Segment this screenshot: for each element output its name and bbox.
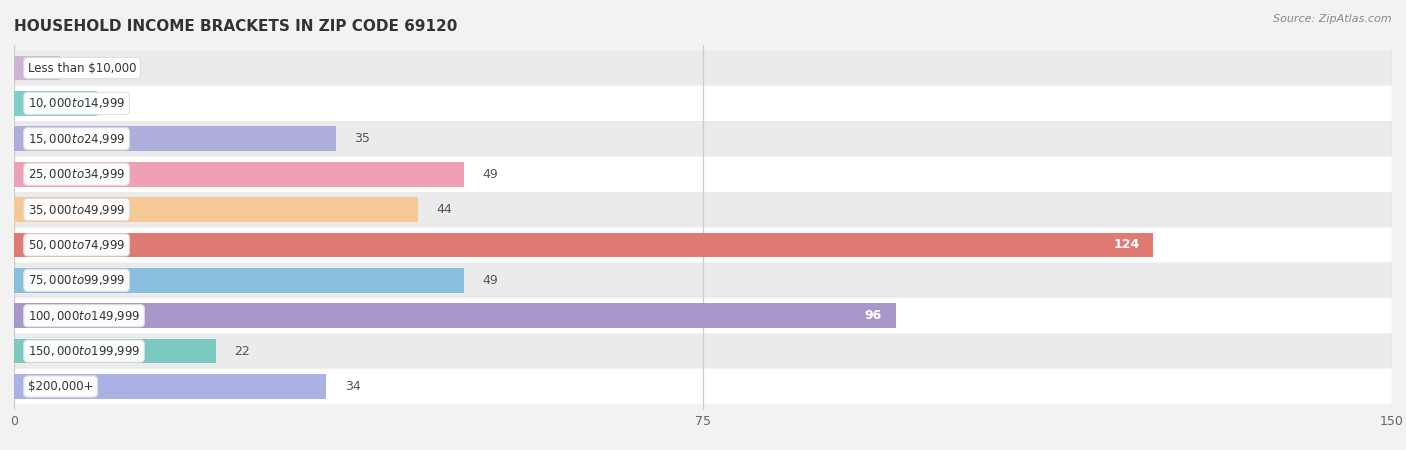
Text: $10,000 to $14,999: $10,000 to $14,999 (28, 96, 125, 110)
Text: $100,000 to $149,999: $100,000 to $149,999 (28, 309, 141, 323)
Bar (14, 56, 60, 81)
Bar (14, 197, 418, 222)
Bar (14, 369, 1392, 404)
Text: $25,000 to $34,999: $25,000 to $34,999 (28, 167, 125, 181)
Text: 5: 5 (79, 62, 86, 75)
Text: 22: 22 (235, 345, 250, 358)
Text: $75,000 to $99,999: $75,000 to $99,999 (28, 273, 125, 288)
Text: HOUSEHOLD INCOME BRACKETS IN ZIP CODE 69120: HOUSEHOLD INCOME BRACKETS IN ZIP CODE 69… (14, 19, 457, 34)
Bar (14, 91, 97, 116)
Text: 124: 124 (1114, 238, 1139, 252)
Text: 49: 49 (482, 274, 498, 287)
Bar (14, 298, 1392, 333)
Text: Less than $10,000: Less than $10,000 (28, 62, 136, 75)
Text: 34: 34 (344, 380, 360, 393)
Bar (14, 122, 1392, 156)
Text: $50,000 to $74,999: $50,000 to $74,999 (28, 238, 125, 252)
Bar (14, 228, 1392, 262)
Text: 44: 44 (437, 203, 453, 216)
Bar (14, 334, 1392, 369)
Text: 96: 96 (865, 309, 882, 322)
Bar (14, 268, 464, 292)
Text: $200,000+: $200,000+ (28, 380, 93, 393)
Bar (14, 233, 1153, 257)
Bar (14, 162, 464, 187)
Bar (14, 263, 1392, 297)
Text: 49: 49 (482, 168, 498, 180)
Bar (14, 303, 896, 328)
Text: 9: 9 (115, 97, 122, 110)
Text: $15,000 to $24,999: $15,000 to $24,999 (28, 132, 125, 146)
Bar (14, 192, 1392, 227)
Bar (14, 374, 326, 399)
Bar (14, 339, 217, 364)
Text: $35,000 to $49,999: $35,000 to $49,999 (28, 202, 125, 216)
Bar (14, 157, 1392, 192)
Bar (14, 126, 336, 151)
Bar (14, 51, 1392, 86)
Text: 35: 35 (354, 132, 370, 145)
Bar (14, 86, 1392, 121)
Text: Source: ZipAtlas.com: Source: ZipAtlas.com (1274, 14, 1392, 23)
Text: $150,000 to $199,999: $150,000 to $199,999 (28, 344, 141, 358)
